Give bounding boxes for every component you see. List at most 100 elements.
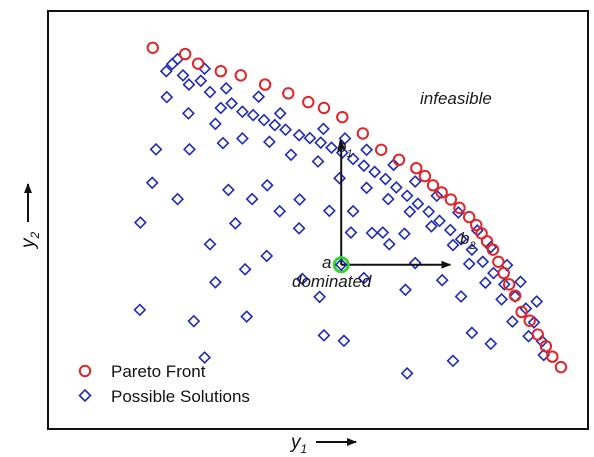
pareto-point-22 (480, 235, 494, 248)
possible-solution-point-10 (257, 113, 271, 127)
possible-solution-point-85 (365, 226, 379, 240)
pareto-point-2 (191, 57, 205, 70)
possible-solution-point-47 (430, 189, 444, 203)
possible-solution-point-63 (381, 192, 395, 206)
b2-letter: b (460, 229, 469, 248)
possible-solution-point-37 (171, 52, 185, 66)
possible-solution-point-22 (389, 180, 403, 194)
plot-frame (47, 10, 589, 430)
possible-solution-point-67 (462, 257, 476, 271)
pareto-front-series (146, 41, 568, 374)
possible-solution-point-100 (133, 303, 147, 317)
pareto-point-32 (546, 350, 559, 363)
possible-solution-point-54 (160, 90, 174, 104)
possible-solution-point-7 (225, 96, 239, 110)
possible-solution-point-96 (484, 337, 498, 351)
possible-solution-point-62 (360, 181, 374, 195)
x-axis-label: y1 (289, 432, 357, 456)
possible-solution-point-32 (497, 277, 511, 291)
pareto-point-16 (435, 186, 448, 199)
possible-solution-point-105 (337, 334, 351, 348)
possible-solution-point-14 (303, 131, 317, 145)
possible-solution-point-3 (182, 78, 196, 91)
possible-solution-point-24 (411, 197, 425, 211)
possible-solution-point-109 (203, 237, 217, 251)
pareto-point-1 (178, 47, 192, 61)
possible-solution-point-106 (292, 221, 306, 235)
possible-solution-point-73 (145, 176, 159, 190)
possible-solution-point-88 (382, 237, 396, 251)
svg-text:y2: y2 (18, 232, 42, 251)
pareto-point-30 (531, 328, 544, 341)
possible-solution-point-26 (433, 214, 446, 228)
pareto-point-3 (214, 64, 228, 78)
possible-solution-point-104 (317, 328, 331, 342)
possible-solution-point-25 (422, 205, 436, 219)
possible-solution-point-69 (495, 292, 509, 306)
possible-solutions-series (133, 52, 551, 380)
possible-solution-point-87 (408, 256, 422, 270)
possible-solution-point-102 (240, 310, 254, 323)
possible-solution-point-76 (133, 216, 147, 229)
pareto-point-29 (523, 314, 536, 327)
possible-solution-point-53 (530, 295, 544, 308)
infeasible-label: infeasible (420, 89, 492, 108)
possible-solution-point-44 (360, 143, 374, 157)
possible-solution-point-83 (322, 204, 336, 218)
possible-solution-point-21 (379, 172, 392, 186)
possible-solution-point-4 (194, 74, 208, 88)
pareto-point-6 (282, 87, 295, 100)
possible-solution-point-90 (295, 272, 309, 286)
svg-text:y1: y1 (289, 432, 307, 456)
possible-solution-point-80 (260, 178, 274, 192)
possible-solution-point-8 (235, 105, 249, 119)
possible-solution-point-70 (505, 315, 519, 329)
possible-solution-point-64 (403, 205, 417, 219)
b1-label: b1 (337, 137, 353, 160)
possible-solution-point-91 (357, 271, 371, 285)
possible-solution-point-78 (221, 183, 235, 197)
possible-solution-point-84 (344, 226, 358, 239)
possible-solution-point-86 (397, 227, 411, 241)
possible-solution-point-9 (246, 108, 260, 122)
pareto-point-31 (539, 340, 553, 353)
possible-solution-point-55 (181, 106, 195, 120)
possible-solution-point-16 (325, 141, 338, 155)
possible-solution-point-74 (183, 142, 196, 156)
possible-solution-point-52 (514, 275, 527, 289)
possible-solution-point-12 (279, 123, 293, 137)
possible-solution-point-108 (376, 226, 390, 239)
possible-solution-point-2 (176, 68, 190, 82)
pareto-point-19 (463, 210, 476, 224)
possible-solution-point-113 (446, 354, 460, 368)
possible-solution-point-29 (465, 243, 479, 257)
possible-solution-point-5 (203, 85, 217, 99)
possible-solution-point-58 (262, 135, 276, 149)
pareto-point-11 (374, 143, 388, 156)
y-axis-label: y2 (18, 183, 42, 251)
pareto-point-28 (515, 305, 528, 319)
possible-solution-point-81 (273, 204, 287, 218)
possible-solution-point-41 (273, 106, 287, 120)
pareto-point-13 (410, 161, 423, 175)
pareto-point-20 (470, 218, 483, 232)
pareto-point-10 (356, 127, 370, 140)
possible-solution-point-112 (400, 366, 414, 380)
pareto-point-17 (444, 193, 458, 206)
possible-solution-point-94 (454, 290, 468, 303)
x-axis-subscript: 1 (301, 442, 308, 456)
x-axis-letter: y (289, 432, 302, 453)
pareto-point-9 (336, 110, 349, 124)
possible-solution-point-0 (159, 64, 173, 78)
possible-solution-point-13 (292, 128, 306, 142)
possible-solution-point-77 (171, 192, 185, 206)
pareto-point-12 (392, 153, 406, 167)
possible-solution-point-61 (333, 171, 347, 185)
pareto-point-15 (426, 179, 440, 192)
pareto-point-26 (502, 278, 516, 291)
possible-solution-point-18 (346, 152, 360, 166)
possible-solution-point-11 (268, 118, 282, 132)
pareto-point-14 (418, 169, 432, 183)
pareto-point-24 (492, 255, 505, 268)
